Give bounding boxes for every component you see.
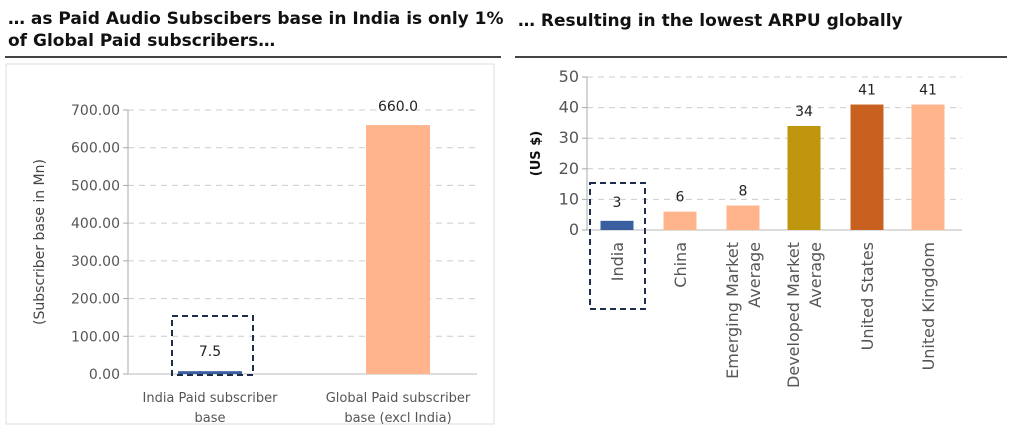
x-tick-label: Global Paid subscriber: [326, 391, 471, 406]
bar: [850, 104, 884, 230]
chart0-frame: [5, 63, 495, 425]
y-tick-label: 100.00: [71, 329, 120, 345]
x-tick-label: United Kingdom: [919, 242, 938, 370]
data-label: 34: [795, 104, 813, 120]
y-tick-label: 50: [559, 67, 579, 86]
data-label: 41: [858, 83, 876, 99]
y-axis-label: (Subscriber base in Mn): [32, 159, 48, 325]
y-tick-label: 200.00: [71, 292, 120, 308]
data-label: 3: [613, 195, 622, 211]
bar: [178, 371, 242, 374]
data-label: 6: [676, 190, 685, 206]
x-tick-label: base: [195, 411, 226, 426]
left-title-rule: [5, 56, 501, 58]
bar: [911, 104, 945, 230]
y-tick-label: 0: [569, 220, 579, 239]
x-tick-label: Developed Market: [784, 242, 803, 388]
x-tick-label: base (excl India): [344, 411, 451, 426]
y-tick-label: 0.00: [89, 367, 120, 383]
x-tick-label: China: [671, 242, 690, 288]
x-tick-label: India: [608, 242, 627, 281]
bar: [366, 125, 430, 374]
bar: [726, 205, 760, 230]
y-tick-label: 500.00: [71, 178, 120, 194]
y-tick-label: 30: [559, 128, 579, 147]
x-tick-label: Emerging Market: [723, 242, 742, 379]
left-title: … as Paid Audio Subscibers base in India…: [8, 9, 504, 51]
bar: [600, 220, 634, 230]
data-label: 8: [739, 184, 748, 200]
bar: [663, 211, 697, 230]
x-tick-label: India Paid subscriber: [143, 391, 279, 406]
x-tick-label: United States: [858, 242, 877, 350]
y-tick-label: 400.00: [71, 216, 120, 232]
right-title: … Resulting in the lowest ARPU globally: [518, 11, 903, 31]
data-label: 660.0: [378, 99, 418, 115]
data-label: 41: [919, 83, 937, 99]
india-highlight-box: [171, 315, 254, 376]
y-axis-label: (US $): [529, 131, 544, 176]
y-tick-label: 600.00: [71, 141, 120, 157]
right-title-rule: [515, 56, 1007, 58]
bar: [787, 125, 821, 230]
x-tick-label: Average: [806, 242, 825, 308]
y-tick-label: 40: [559, 98, 579, 117]
x-tick-label: Average: [745, 242, 764, 308]
data-label: 7.5: [199, 344, 221, 360]
y-tick-label: 300.00: [71, 254, 120, 270]
y-tick-label: 10: [559, 189, 579, 208]
y-tick-label: 20: [559, 159, 579, 178]
y-tick-label: 700.00: [71, 103, 120, 119]
